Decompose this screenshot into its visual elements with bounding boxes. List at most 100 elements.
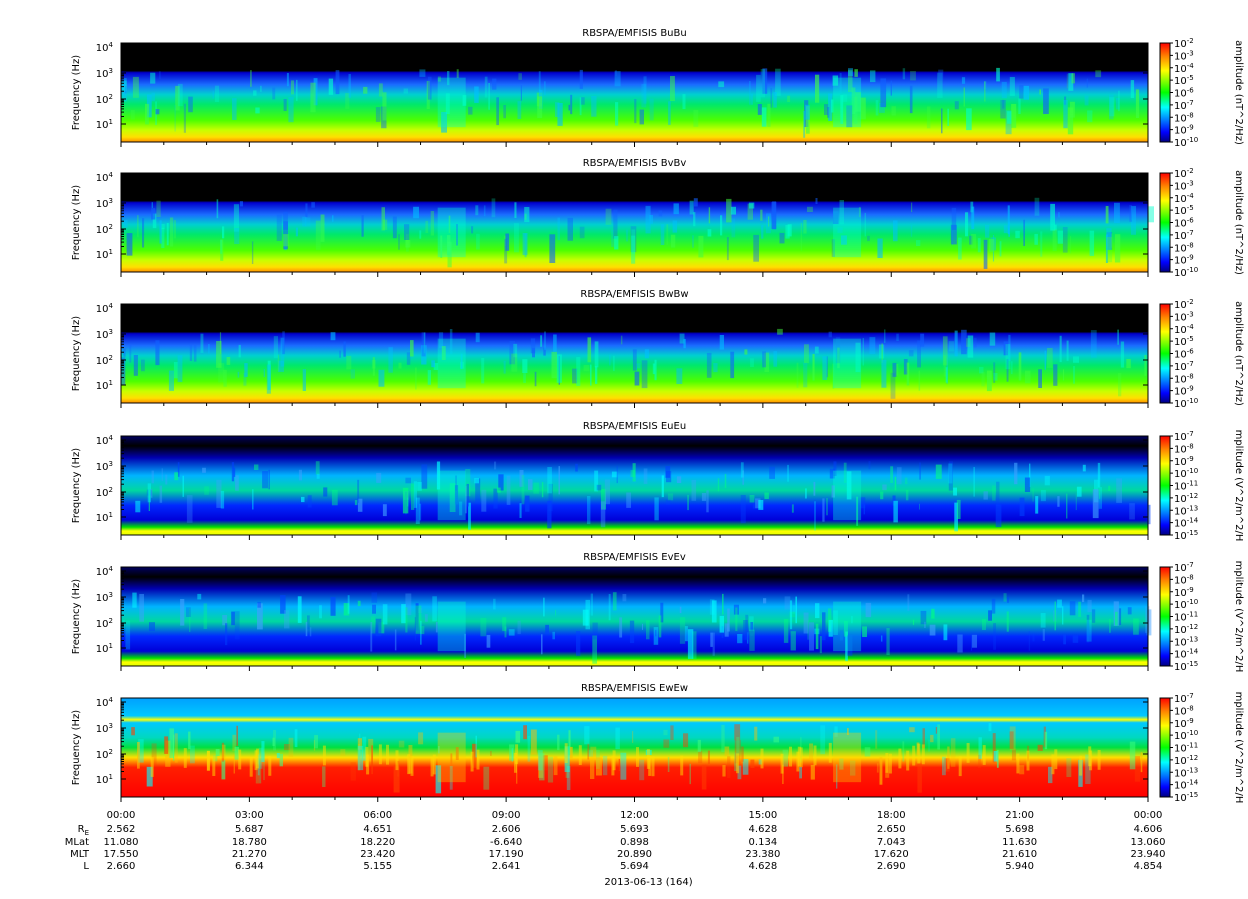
colorbar [1159,172,1171,273]
colorbar-tick-label: 10-14 [1174,648,1199,661]
x-tick-label: 15:00 [748,810,777,821]
panel-title: RBSPA/EMFISIS BvBv [583,158,687,169]
y-axis-label: Frequency (Hz) [71,448,82,524]
colorbar-tick-label: 10-8 [1174,573,1194,586]
colorbar-tick-label: 10-15 [1174,529,1198,542]
ephemeris-value: 5.698 [1005,824,1034,835]
ephemeris-value: 20.890 [617,849,652,860]
colorbar-tick-label: 10-4 [1174,323,1194,336]
colorbar [1159,435,1171,536]
x-tick-label: 00:00 [1134,810,1163,821]
spectrogram-texture [122,592,1152,664]
ephemeris-value: 4.854 [1134,861,1163,872]
ephemeris-value: 5.693 [620,824,649,835]
colorbar-tick-label: 10-7 [1174,99,1194,112]
colorbar-tick-label: 10-9 [1174,717,1194,730]
colorbar-tick-label: 10-4 [1174,192,1194,205]
colorbar-tick-label: 10-8 [1174,372,1194,385]
ephemeris-value: 5.155 [363,861,392,872]
ephemeris-value: 23.420 [360,849,395,860]
x-tick-label: 18:00 [877,810,906,821]
colorbar-label: amplitude (nT^2/Hz) [1233,40,1244,145]
colorbar-tick-label: 10-10 [1174,598,1198,611]
colorbar-tick-label: 10-12 [1174,754,1198,767]
colorbar-tick-label: 10-12 [1174,492,1198,505]
colorbar-tick-label: 10-6 [1174,217,1194,230]
colorbar-tick-label: 10-3 [1174,179,1194,192]
ephemeris-value: 2.562 [107,824,136,835]
y-tick-label: 104 [96,696,114,709]
colorbar-tick-label: 10-11 [1174,742,1198,755]
y-tick-label: 101 [96,773,113,786]
ephemeris-value: -6.640 [490,837,522,848]
spectrogram-texture [135,461,1151,532]
ephemeris-value: 7.043 [877,837,906,848]
colorbar-label: mplitude (V^2/m^2/H [1233,561,1244,673]
ephemeris-value: 4.651 [363,824,392,835]
colorbar-label: mplitude (V^2/m^2/H [1233,430,1244,542]
ephemeris-value: 6.344 [235,861,264,872]
colorbar-tick-label: 10-5 [1174,335,1194,348]
colorbar-label: amplitude (nT^2/Hz) [1233,301,1244,406]
spectrogram-image [121,436,1148,535]
ephemeris-value: 17.550 [104,849,139,860]
ephemeris-value: 13.060 [1131,837,1166,848]
spectrogram-panel: RBSPA/EMFISIS BvBv Frequency (Hz) 101 102 10… [71,158,1244,279]
colorbar-tick-label: 10-11 [1174,611,1198,624]
y-tick-label: 104 [96,434,114,447]
ephemeris-row-label: MLat [65,837,89,848]
y-tick-label: 104 [96,41,114,54]
ephemeris-value: 2.660 [107,861,136,872]
colorbar-tick-label: 10-9 [1174,124,1194,137]
colorbar-tick-label: 10-7 [1174,692,1194,705]
panel-title: RBSPA/EMFISIS BwBw [580,289,688,300]
colorbar [1159,42,1171,143]
ephemeris-value: 4.628 [749,861,778,872]
panel-title: RBSPA/EMFISIS EuEu [583,421,686,432]
x-tick-label: 12:00 [620,810,649,821]
ephemeris-value: 17.620 [874,849,909,860]
ephemeris-row-label: RE [78,824,89,837]
colorbar-tick-label: 10-3 [1174,49,1194,62]
ephemeris-row-label: MLT [70,849,90,860]
colorbar-tick-label: 10-14 [1174,779,1199,792]
y-axis-label: Frequency (Hz) [71,579,82,655]
ephemeris-value: 0.134 [749,837,778,848]
ephemeris-row-label: L [83,861,89,872]
colorbar-tick-label: 10-9 [1174,254,1194,267]
spectrogram-image [121,698,1148,797]
y-tick-label: 101 [96,642,113,655]
ephemeris-value: 5.694 [620,861,649,872]
y-tick-label: 102 [96,354,113,367]
spectrogram-image [121,304,1148,403]
colorbar-tick-label: 10-7 [1174,430,1194,443]
colorbar-tick-label: 10-7 [1174,561,1194,574]
colorbar-label: amplitude (nT^2/Hz) [1233,170,1244,275]
ephemeris-value: 4.606 [1134,824,1163,835]
x-tick-label: 00:00 [107,810,136,821]
ephemeris-value: 21.610 [1002,849,1037,860]
x-tick-label: 03:00 [235,810,264,821]
colorbar-tick-label: 10-7 [1174,360,1194,373]
ephemeris-value: 2.690 [877,861,906,872]
spectrogram-panel: RBSPA/EMFISIS EuEu Frequency (Hz) 101 102 10… [71,421,1244,542]
y-tick-label: 103 [96,67,113,80]
y-tick-label: 101 [96,379,113,392]
colorbar-tick-label: 10-4 [1174,62,1194,75]
colorbar-tick-label: 10-14 [1174,517,1199,530]
colorbar-tick-label: 10-13 [1174,635,1198,648]
ephemeris-value: 4.628 [749,824,778,835]
y-tick-label: 104 [96,565,114,578]
colorbar-tick-label: 10-9 [1174,455,1194,468]
colorbar [1159,303,1171,404]
colorbar-tick-label: 10-7 [1174,229,1194,242]
ephemeris-value: 11.630 [1002,837,1037,848]
ephemeris-value: 2.650 [877,824,906,835]
ephemeris-value: 17.190 [489,849,524,860]
date-label: 2013-06-13 (164) [604,877,692,888]
spectrogram-panel: RBSPA/EMFISIS BuBu Frequency (Hz) 101 102 10… [71,28,1244,149]
colorbar-tick-label: 10-12 [1174,623,1198,636]
spectrogram-texture [123,197,1154,269]
colorbar-tick-label: 10-6 [1174,87,1194,100]
